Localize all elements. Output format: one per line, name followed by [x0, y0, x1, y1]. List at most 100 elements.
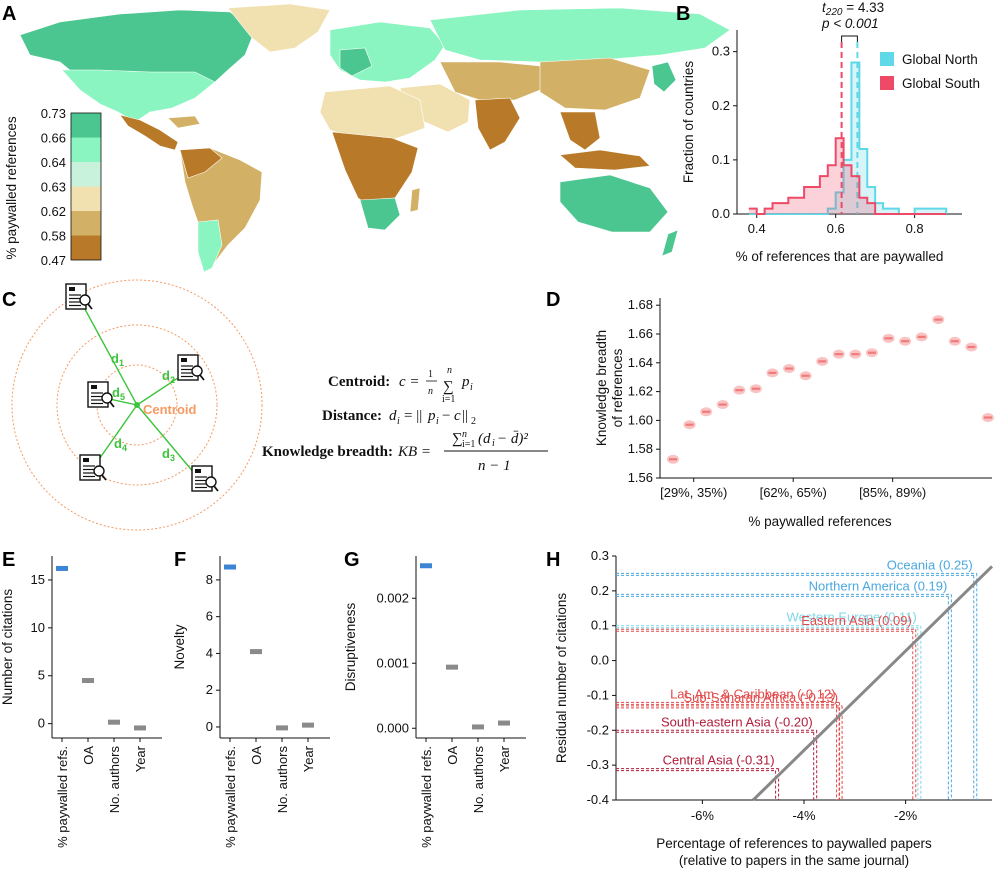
map-indonesia [559, 149, 651, 171]
colorbar-swatch-0 [71, 113, 101, 138]
h-y-label: Residual number of citations [554, 593, 569, 764]
colorbar-swatch-1 [71, 137, 101, 162]
colorbar-tick-0: 0.73 [41, 106, 66, 121]
b-bar-south-2 [764, 208, 773, 214]
b-legend-swatch-1 [880, 76, 894, 90]
svg-text:n: n [447, 365, 452, 376]
b-bar-north-14 [859, 149, 868, 214]
f-y-label: Novelty [172, 624, 187, 669]
f-point-1 [250, 649, 262, 655]
d-ytick-label-1: 1.58 [628, 441, 653, 456]
g-ytick-label-1: 0.001 [376, 655, 409, 670]
panel-b-histogram: B t220 = 4.33 p < 0.001 0.0 0.1 0.2 0.3 0.4 0… [676, 0, 980, 264]
b-xtick-label-2: 0.8 [906, 221, 924, 236]
b-ytick-label-0: 0.0 [712, 206, 730, 221]
h-ytick-label-7: 0.3 [591, 548, 609, 563]
colorbar-swatch-2 [71, 162, 101, 187]
e-point-3 [134, 725, 146, 731]
b-bar-north-22 [922, 208, 931, 214]
g-xtick-label-0: % paywalled refs. [419, 746, 434, 848]
map-southeast-asia [559, 111, 601, 151]
formula-distance: Distance: d i = || p i − c || 2 [322, 408, 476, 427]
map-central-america [119, 114, 179, 151]
panel-h-regions: H -0.4 -0.3 -0.2 -0.1 0.0 0.1 0.2 0.3 -6% -4% -2% P… [546, 548, 994, 868]
d-y-label-line2: of references [610, 348, 625, 427]
e-point-0 [56, 565, 68, 571]
g-point-1 [446, 664, 458, 670]
map-caribbean [167, 115, 201, 129]
d-xtick-label-0: [29%, 35%) [660, 485, 727, 500]
colorbar-swatch-3 [71, 186, 101, 211]
h-region-label-5: Sub-Saharan Africa (-0.13) [683, 690, 838, 705]
svg-text:i=1: i=1 [442, 394, 455, 405]
b-stat-bracket [841, 35, 858, 42]
f-point-3 [302, 722, 314, 728]
panel-g-label: G [344, 549, 360, 571]
colorbar-tick-1: 0.66 [41, 131, 66, 146]
map-chile-argentina [197, 219, 223, 273]
colorbar-tick-2: 0.64 [41, 155, 66, 170]
f-xtick-label-1: OA [249, 746, 264, 765]
b-xtick-label-1: 0.6 [827, 221, 845, 236]
map-africa-central [331, 131, 419, 211]
svg-text:2: 2 [471, 416, 476, 427]
svg-text:i=1: i=1 [462, 439, 475, 450]
b-bar-south-13 [851, 176, 860, 214]
svg-text:1: 1 [428, 369, 433, 380]
e-y-label: Number of citations [0, 589, 15, 706]
b-bar-south-14 [859, 197, 868, 214]
h-xtick-label-0: -6% [691, 808, 715, 823]
svg-text:(d: (d [478, 431, 491, 447]
svg-text:Distance:: Distance: [322, 408, 382, 424]
panel-f-coefficients: F 0 2 4 6 8 % paywalled refs. OA No. authors Yea… [172, 549, 330, 848]
distance-label-3: d3 [162, 446, 175, 463]
svg-text:i: i [436, 416, 439, 427]
b-bar-south-7 [804, 186, 812, 214]
b-bar-north-13 [851, 62, 860, 215]
h-x-label-line2: (relative to papers in the same journal) [679, 853, 909, 868]
h-region-label-0: Oceania (0.25) [887, 557, 973, 572]
d-x-label: % paywalled references [748, 514, 892, 529]
panel-f-label: F [174, 549, 186, 571]
colorbar-swatch-5 [71, 235, 101, 260]
f-ytick-label-1: 2 [206, 682, 213, 697]
map-india [474, 97, 521, 151]
panel-d-scatter: D 1.56 1.58 1.60 1.62 1.64 1.66 1.68 [29%, 35%)… [546, 289, 994, 529]
stat-t: t220 = 4.33 [822, 0, 884, 18]
b-bar-south-4 [780, 203, 789, 214]
b-xtick-label-0: 0.4 [748, 221, 766, 236]
b-bar-south-6 [796, 197, 805, 214]
svg-text:c: c [454, 408, 461, 424]
b-bar-north-21 [914, 208, 923, 214]
svg-text:p: p [461, 374, 470, 390]
e-ytick-label-1: 5 [38, 668, 45, 683]
b-bar-north-17 [883, 208, 891, 214]
f-ytick-label-2: 4 [206, 645, 213, 660]
map-central-asia [439, 61, 546, 101]
b-bar-north-15 [867, 186, 876, 214]
map-africa-south [359, 197, 401, 231]
e-xtick-label-0: % paywalled refs. [55, 746, 70, 848]
h-x-label-line1: Percentage of references to paywalled pa… [656, 836, 932, 851]
panel-h-label: H [546, 549, 560, 571]
e-point-2 [108, 719, 120, 725]
map-venezuela-colombia [179, 147, 223, 179]
g-point-3 [498, 720, 510, 726]
panel-e-coefficients: E 0 5 10 15 % paywalled refs. OA No. authors Ye… [0, 549, 162, 848]
colorbar-swatch-4 [71, 211, 101, 236]
b-bar-north-11 [835, 192, 844, 214]
svg-text:d5: d5 [112, 385, 125, 402]
svg-text:Centroid:: Centroid: [328, 374, 390, 390]
b-bar-south-0 [748, 208, 757, 214]
panel-c-schematic: C Centroid d1 d2 d3 d4 d5 Centroid: c = … [2, 279, 548, 531]
document-icon-1 [65, 283, 93, 310]
e-xtick-label-1: OA [81, 746, 96, 765]
svg-text:p: p [427, 408, 436, 424]
colorbar-tick-5: 0.58 [41, 229, 66, 244]
document-icon-4 [79, 454, 107, 481]
f-point-2 [276, 725, 288, 731]
centroid-label: Centroid [143, 402, 197, 417]
h-region-label-7: Central Asia (-0.31) [663, 753, 775, 768]
d-ytick-label-2: 1.60 [628, 412, 653, 427]
f-xtick-label-3: Year [301, 745, 316, 772]
